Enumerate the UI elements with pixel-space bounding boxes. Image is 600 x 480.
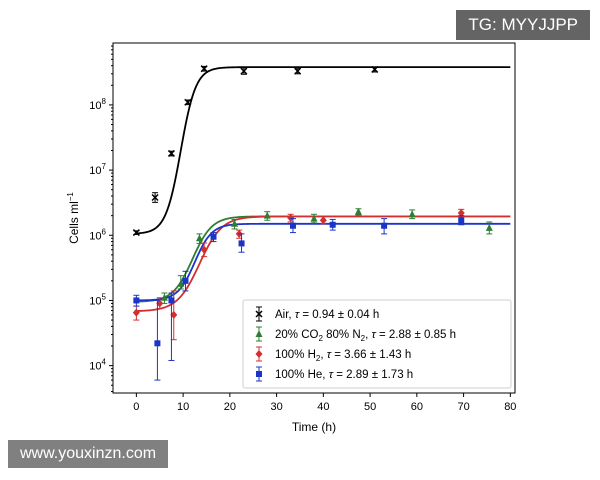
x-tick-label: 70 — [457, 401, 469, 413]
legend-label: 100% He, τ = 2.89 ± 1.73 h — [275, 369, 413, 381]
x-tick-label: 0 — [133, 401, 139, 413]
data-point — [457, 208, 465, 217]
y-tick-label: 104 — [89, 358, 106, 373]
data-point — [319, 216, 327, 225]
x-tick-label: 80 — [504, 401, 516, 413]
y-axis-label-text: Cells ml — [67, 201, 81, 244]
fit-curve — [136, 66, 511, 235]
data-point — [182, 277, 189, 284]
legend-label: 100% H2, τ = 3.66 ± 1.43 h — [275, 349, 411, 363]
y-axis-label-exponent: −1 — [66, 192, 75, 202]
data-point — [289, 222, 296, 229]
data-point — [329, 221, 336, 228]
data-point — [210, 233, 217, 240]
fit-curves — [136, 66, 511, 312]
data-point — [132, 229, 140, 237]
data-point — [177, 279, 185, 287]
data-point — [231, 219, 239, 227]
y-tick-label: 105 — [89, 292, 106, 307]
data-point — [133, 297, 140, 304]
x-axis-label: Time (h) — [292, 420, 336, 434]
data-point — [354, 207, 362, 215]
data-point — [485, 223, 493, 231]
data-point — [381, 222, 388, 229]
data-point — [263, 211, 271, 219]
data-point — [458, 217, 465, 224]
data-point — [151, 193, 159, 202]
data-point — [408, 210, 416, 218]
y-axis: 104 105 106 107 108 — [89, 45, 113, 393]
data-point — [256, 371, 262, 377]
legend-label: 20% CO2 80% N2, τ = 2.88 ± 0.85 h — [275, 329, 456, 343]
x-tick-label: 10 — [177, 401, 189, 413]
legend-box — [242, 299, 512, 389]
watermark-top: TG: MYYJJPP — [456, 10, 590, 40]
legend-symbol — [255, 326, 263, 342]
y-tick-label: 106 — [89, 227, 106, 242]
x-tick-label: 50 — [364, 401, 376, 413]
x-tick-label: 60 — [411, 401, 423, 413]
data-point — [240, 67, 248, 75]
legend: Air, τ = 0.94 ± 0.04 h 20% CO2 80% N2, τ … — [242, 299, 512, 389]
data-point — [132, 308, 140, 317]
data-point — [156, 299, 164, 308]
data-point — [168, 297, 175, 304]
data-point — [238, 240, 245, 247]
data-points — [132, 65, 493, 381]
data-point — [170, 310, 178, 319]
fit-curve — [136, 215, 511, 312]
data-point — [184, 98, 192, 106]
y-axis-label: Cells ml−1 — [66, 192, 81, 244]
legend-symbol — [255, 306, 263, 322]
y-tick-label: 108 — [89, 97, 106, 112]
data-point — [154, 340, 161, 347]
legend-symbol — [255, 346, 263, 362]
x-tick-label: 20 — [224, 401, 236, 413]
data-point — [255, 310, 263, 318]
y-tick-label: 107 — [89, 162, 106, 177]
watermark-bottom: www.youxinzn.com — [8, 440, 169, 468]
x-axis: 0 10 20 30 40 50 60 70 80 — [133, 393, 516, 413]
legend-label: Air, τ = 0.94 ± 0.04 h — [275, 309, 379, 321]
fit-curve — [136, 222, 511, 302]
data-point — [195, 234, 203, 242]
data-point — [294, 67, 302, 75]
error-bar — [154, 299, 161, 381]
data-point — [160, 293, 168, 301]
data-point — [200, 245, 208, 254]
data-point — [255, 330, 263, 337]
data-point — [167, 149, 175, 157]
fit-curve — [136, 215, 511, 303]
data-point — [200, 65, 208, 73]
data-point — [371, 65, 379, 73]
data-point — [255, 350, 263, 358]
data-point — [310, 214, 318, 222]
x-tick-label: 40 — [317, 401, 329, 413]
legend-symbol — [256, 366, 262, 382]
plot-frame — [112, 42, 516, 394]
error-bar — [168, 292, 175, 361]
x-tick-label: 30 — [270, 401, 282, 413]
data-point — [287, 213, 295, 222]
